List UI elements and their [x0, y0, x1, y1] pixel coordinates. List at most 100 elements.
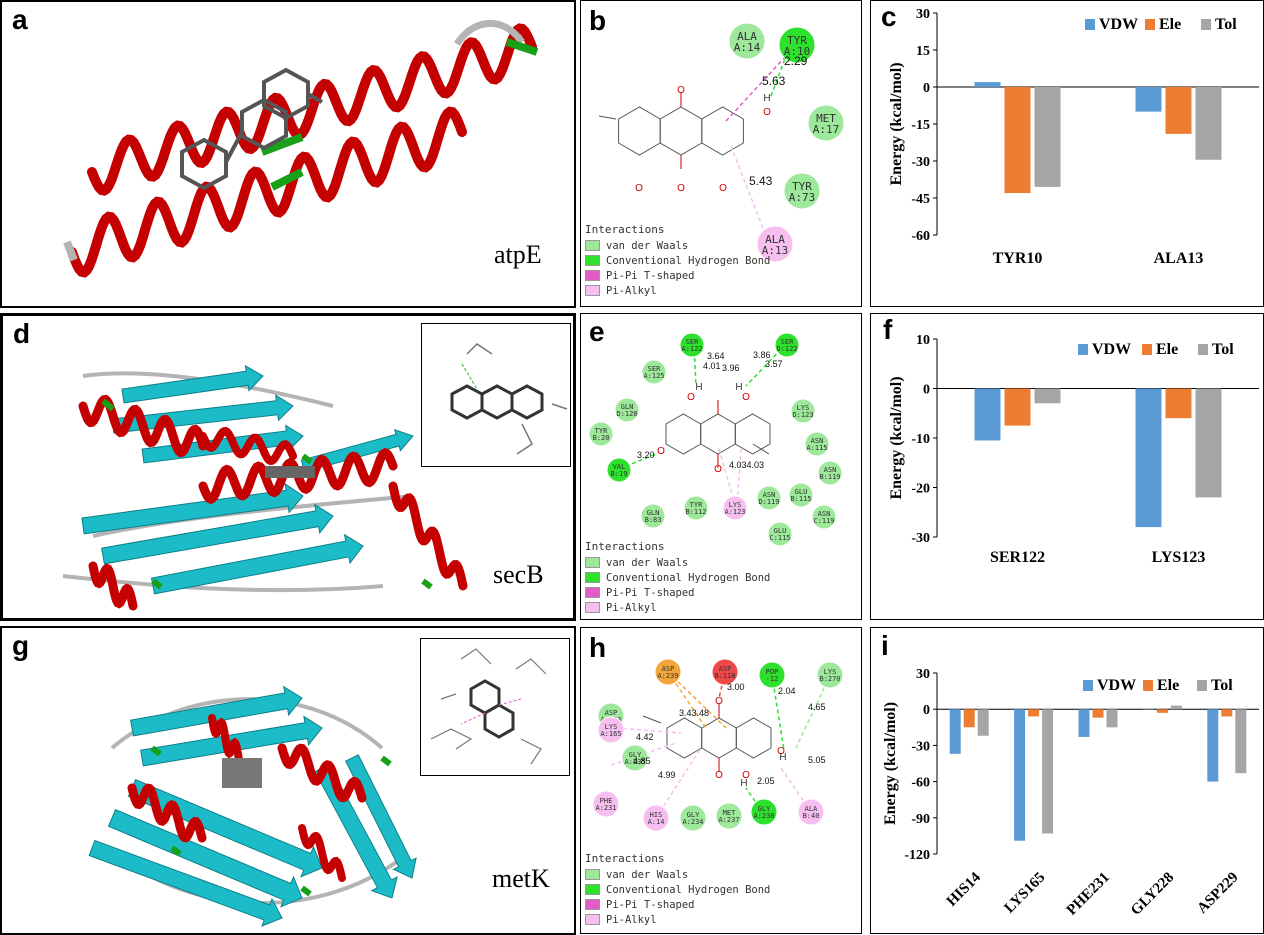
legend-swatch	[1198, 344, 1208, 355]
y-tick-label: 15	[916, 44, 930, 59]
residue-name: ASN	[763, 491, 776, 499]
distance-label: 3.96	[722, 363, 740, 373]
residue-disc	[715, 802, 743, 830]
atom-label: O	[763, 107, 771, 118]
residue-id: A:14	[648, 818, 665, 826]
panel-a: a atpE	[0, 0, 576, 308]
residue-disc	[728, 22, 766, 60]
panel-label: c	[881, 1, 897, 32]
bar-vdw-ala13	[1135, 87, 1162, 112]
distance-label: 3.43.48	[679, 708, 709, 718]
residue-name: MET	[723, 809, 736, 817]
bar-vdw-tyr10	[974, 82, 1001, 87]
distance-label: 3.00	[727, 682, 745, 692]
category-label: LYS123	[1152, 549, 1206, 566]
residue-id: B:40	[803, 812, 820, 820]
protein-name: metK	[492, 864, 550, 893]
residue-id: B:112	[685, 508, 706, 516]
interaction-line	[667, 671, 707, 729]
legend-item: Pi-Pi T-shaped	[585, 897, 770, 912]
distance-label: 5.05	[808, 755, 826, 765]
category-label: GLY228	[1128, 870, 1177, 919]
residue-id: A:238	[753, 812, 774, 820]
beta-strand	[150, 533, 364, 595]
distance-label: 4.85	[633, 756, 651, 766]
atom-label: H	[735, 382, 742, 393]
residue-name: SER	[648, 365, 661, 373]
residue-id: A:239	[657, 672, 678, 680]
bar-tol-his14	[977, 709, 989, 736]
beta-strand	[121, 364, 264, 404]
atom-label: O	[635, 183, 643, 194]
residue-name: ALA	[765, 233, 785, 246]
helix-segment	[78, 394, 208, 458]
panel-h: h O O O H O H ASP A:239 ASP B:118 POP -12 LYS B:270 AS…	[580, 627, 862, 934]
legend-swatch	[585, 869, 600, 880]
y-tick-label: -30	[911, 531, 930, 546]
residue-name: ASN	[818, 510, 831, 518]
residue-disc	[811, 504, 837, 530]
y-tick-label: -120	[904, 848, 930, 863]
atom-label: H	[695, 382, 702, 393]
methyl-bond	[752, 443, 770, 455]
interaction-line	[718, 448, 736, 505]
y-tick-label: 0	[923, 81, 930, 96]
bar-tol-ser122	[1034, 388, 1061, 404]
legend-label: van der Waals	[606, 556, 689, 569]
y-tick-label: 10	[916, 333, 930, 348]
atom-label: O	[657, 446, 665, 457]
panel-label: h	[589, 632, 607, 663]
distance-label: 4.65	[808, 702, 826, 712]
bar-ele-lys123	[1165, 388, 1192, 419]
interaction-diagram-b: OOO OOHALAA:14TYRA:10META:17TYRA:73ALAA:1…	[598, 22, 845, 263]
residue-id: A:237	[718, 816, 739, 824]
residue-disc	[722, 495, 748, 521]
bar-vdw-lys123	[1135, 388, 1162, 528]
bar-vdw-his14	[949, 709, 961, 754]
legend-swatch	[1143, 680, 1153, 691]
protein-structure-secB	[62, 364, 468, 611]
atom-label: H	[763, 93, 770, 104]
distance-label: 5.63	[762, 74, 786, 88]
residue-id: C:119	[813, 517, 834, 525]
residue-disc	[783, 172, 821, 210]
bar-ele-phe231	[1092, 709, 1104, 718]
category-label: ASP229	[1194, 870, 1241, 917]
legend-label: van der Waals	[606, 868, 689, 881]
residue-disc	[641, 359, 667, 385]
bar-vdw-ser122	[974, 388, 1001, 441]
bound-ligand	[265, 466, 315, 478]
legend-label: Conventional Hydrogen Bond	[606, 254, 771, 267]
residue-id: B:118	[714, 672, 735, 680]
residue-disc	[797, 798, 825, 826]
legend-label: Ele	[1159, 16, 1181, 33]
bar-tol-lys123	[1195, 388, 1222, 498]
helix-segment	[277, 743, 367, 803]
residue-id: A:17	[813, 123, 840, 136]
interaction-line	[725, 55, 787, 122]
residue-name: SER	[686, 338, 699, 346]
interaction-legend: Interactions van der Waals Conventional Hy…	[585, 223, 770, 298]
ring	[618, 106, 661, 156]
residue-disc	[758, 661, 786, 689]
beta-strand	[101, 503, 334, 565]
ring	[735, 717, 772, 759]
distance-label: 2.05	[757, 776, 775, 786]
y-tick-label: -10	[911, 432, 930, 447]
bar-ele-his14	[963, 709, 975, 728]
residue-name: TYR	[787, 34, 807, 47]
category-label: HIS14	[944, 869, 985, 910]
panel-label: a	[12, 4, 28, 35]
residue-name: LYS	[824, 668, 837, 676]
legend-swatch	[1201, 19, 1211, 30]
residue-id: A:73	[789, 191, 816, 204]
energy-bar-chart-i: 30 0 -30 -60 -90 -120 Energy (kcal/mol) HIS14 LY…	[882, 667, 1259, 919]
residue-disc	[756, 225, 794, 263]
residue-name: GLY	[758, 805, 771, 813]
